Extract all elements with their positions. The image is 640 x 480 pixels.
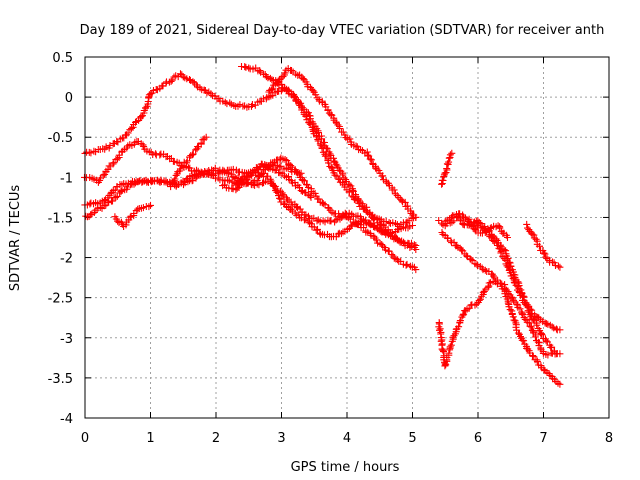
data-point-markers (435, 213, 561, 358)
x-tick-label: 5 (408, 431, 416, 446)
x-tick-label: 4 (343, 431, 351, 446)
series-sat-o (441, 210, 564, 334)
y-tick-label: -1.5 (48, 211, 73, 226)
y-axis-label: SDTVAR / TECUs (8, 185, 23, 292)
series-sat-n (435, 278, 564, 370)
series-sat-l (435, 213, 561, 358)
series-sat-i (111, 201, 154, 230)
x-tick-label: 7 (539, 431, 547, 446)
x-tick-label: 2 (212, 431, 220, 446)
series-sat-a (81, 70, 420, 230)
data-point-markers (219, 160, 305, 194)
data-point-markers (523, 220, 564, 271)
series-sat-c (265, 65, 420, 221)
data-point-markers (82, 164, 420, 249)
x-axis-label: GPS time / hours (291, 460, 400, 475)
y-tick-label: -1 (60, 171, 73, 186)
y-tick-label: -2.5 (48, 292, 73, 307)
data-point-markers (438, 149, 456, 188)
data-point-markers (441, 210, 564, 334)
series-sat-p (523, 220, 564, 271)
y-tick-label: -4 (60, 412, 73, 427)
data-point-markers (111, 201, 154, 230)
series-sat-k (438, 149, 456, 188)
chart-title: Day 189 of 2021, Sidereal Day-to-day VTE… (80, 23, 605, 38)
series-sat-j (219, 160, 305, 194)
data-point-markers (465, 218, 511, 241)
series-sat-f (82, 164, 420, 249)
data-point-markers (265, 65, 420, 221)
x-tick-label: 6 (474, 431, 482, 446)
x-tick-label: 3 (277, 431, 285, 446)
x-tick-label: 1 (146, 431, 154, 446)
data-point-markers (167, 133, 210, 191)
x-tick-label: 8 (605, 431, 613, 446)
data-point-markers (238, 63, 420, 253)
y-tick-label: 0.5 (52, 51, 73, 66)
y-tick-label: -0.5 (48, 131, 73, 146)
y-tick-label: 0 (65, 91, 73, 106)
series-sat-g (167, 133, 210, 191)
x-tick-label: 0 (81, 431, 89, 446)
series-sat-q (465, 218, 511, 241)
y-tick-label: -2 (60, 252, 73, 267)
series-sat-b (238, 63, 420, 253)
data-point-markers (81, 70, 420, 230)
data-points (81, 63, 564, 388)
plot-frame (84, 56, 610, 419)
data-point-markers (435, 278, 564, 370)
y-tick-label: -3 (60, 332, 73, 347)
grid-lines (85, 57, 609, 418)
y-tick-label: -3.5 (48, 372, 73, 387)
